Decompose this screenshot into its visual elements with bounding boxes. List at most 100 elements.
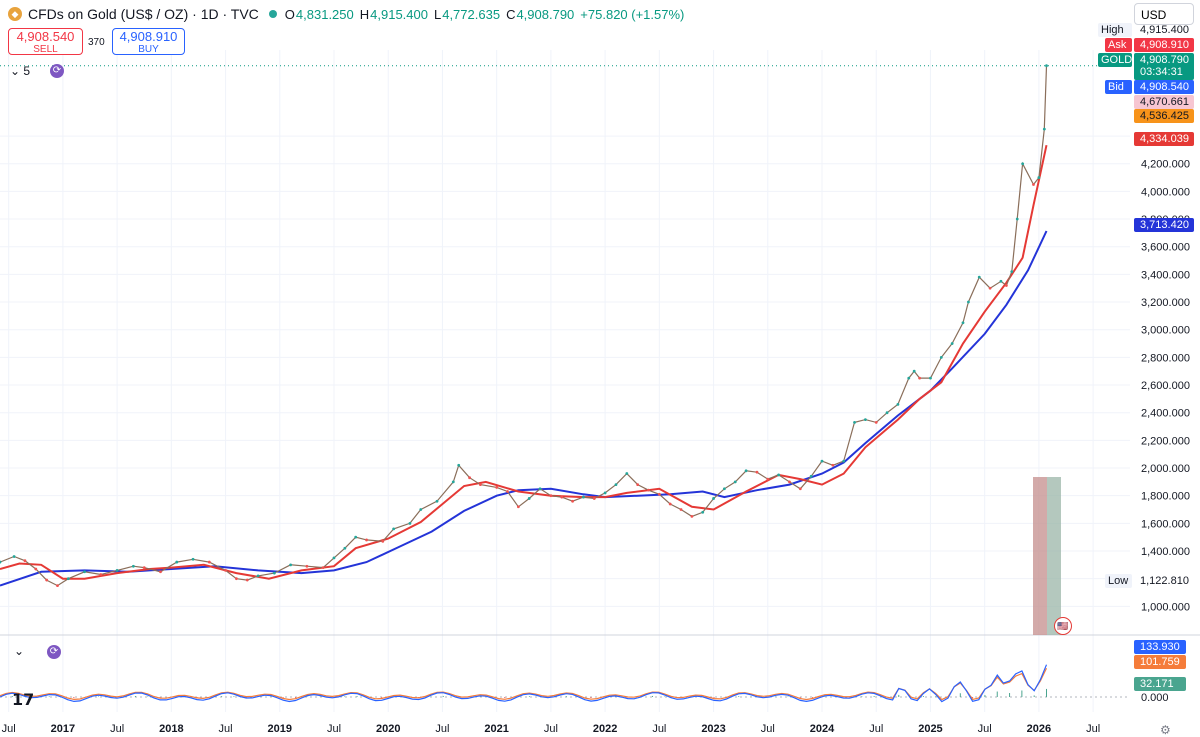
collapse-oscillator-button[interactable]: ⌄	[14, 644, 24, 658]
tradingview-logo-icon: 𝟭𝟳	[12, 692, 35, 709]
x-tick-label: 2017	[51, 723, 75, 735]
y-tick-label: 3,200.000	[1141, 297, 1190, 309]
price-label-box	[1134, 574, 1194, 588]
osc-label-box	[1134, 640, 1186, 654]
price-point	[907, 376, 911, 380]
price-point	[207, 560, 211, 564]
fast-ma-line	[0, 144, 1048, 580]
price-tag-box	[1105, 38, 1132, 52]
price-point	[332, 556, 336, 560]
x-tick-label: Jul	[2, 723, 16, 735]
y-tick-label: 1,000.000	[1141, 601, 1190, 613]
slow-ma-line	[0, 230, 1048, 587]
x-tick-label: 2024	[810, 723, 835, 735]
x-tick-label: 2022	[593, 723, 617, 735]
price-point	[34, 567, 38, 571]
price-point	[381, 539, 385, 543]
price-label-value: 4,334.039	[1140, 133, 1189, 145]
price-point	[191, 557, 195, 561]
price-point	[392, 527, 396, 531]
osc-y-tick-label: 0.000	[1141, 692, 1169, 704]
sell-button[interactable]: 4,908.540 SELL	[8, 28, 83, 55]
x-tick-label: 2020	[376, 723, 400, 735]
price-point	[131, 564, 135, 568]
price-point	[305, 564, 309, 568]
symbol-title[interactable]: CFDs on Gold (US$ / OZ) · 1D · TVC	[28, 6, 259, 22]
price-label-value: 4,908.910	[1140, 39, 1189, 51]
price-tag-label: Low	[1108, 575, 1128, 587]
price-point	[668, 502, 672, 506]
price-point	[1032, 183, 1035, 186]
osc-signal-line	[0, 668, 1048, 701]
price-point	[506, 490, 509, 493]
price-point	[12, 555, 16, 558]
price-point	[766, 477, 770, 481]
price-point	[712, 497, 715, 500]
oscillator-sync-icon[interactable]: ⟳	[47, 645, 61, 659]
price-point	[321, 566, 325, 570]
price-point	[582, 495, 585, 499]
x-tick-label: Jul	[652, 723, 666, 735]
x-tick-label: Jul	[544, 723, 558, 735]
collapse-indicators-button[interactable]: ⌄ 5	[10, 64, 30, 78]
buy-price: 4,908.910	[119, 29, 178, 44]
price-point	[820, 459, 824, 463]
price-point	[788, 480, 791, 484]
price-point	[0, 560, 2, 564]
price-point	[272, 571, 276, 575]
price-point	[142, 566, 146, 570]
x-tick-label: Jul	[110, 723, 124, 735]
y-tick-label: 2,800.000	[1141, 352, 1190, 364]
price-point	[495, 485, 499, 489]
low-value: 4,772.635	[442, 6, 501, 22]
y-tick-label: 4,000.000	[1141, 186, 1190, 198]
price-point	[733, 480, 737, 484]
price-point	[23, 559, 27, 563]
price-point	[1015, 217, 1019, 221]
x-tick-label: 2026	[1027, 723, 1051, 735]
gold-logo-icon: ◆	[8, 7, 22, 21]
price-point	[45, 578, 49, 582]
chevron-down-icon: ⌄	[10, 64, 21, 78]
open-label: O	[284, 6, 295, 22]
price-tag-label: GOLD	[1101, 54, 1132, 66]
price-point	[1045, 64, 1048, 68]
price-point	[690, 515, 694, 518]
price-point	[809, 474, 813, 478]
x-tick-label: 2023	[701, 723, 725, 735]
price-label-value: 1,122.810	[1140, 575, 1189, 587]
price-point	[365, 538, 368, 542]
sell-price: 4,908.540	[16, 29, 75, 44]
osc-label-value: 133.930	[1140, 641, 1180, 653]
price-point	[967, 300, 970, 304]
chevron-down-icon: ⌄	[14, 644, 25, 658]
price-point	[354, 535, 358, 539]
high-label: H	[359, 6, 370, 22]
price-point	[479, 483, 482, 487]
currency-select[interactable]: USD	[1134, 3, 1194, 25]
us-flag-event-icon[interactable]: 🇺🇸	[1054, 617, 1072, 635]
price-point	[777, 473, 781, 477]
price-point	[56, 584, 59, 587]
low-label: L	[433, 6, 442, 22]
change-value: +75.820 (+1.57%)	[580, 6, 685, 22]
price-point	[885, 411, 889, 415]
x-tick-label: Jul	[435, 723, 449, 735]
price-point	[744, 469, 748, 473]
price-point	[679, 508, 683, 511]
price-label-box	[1134, 109, 1194, 123]
price-point	[603, 491, 607, 495]
price-point	[435, 499, 439, 503]
y-tick-label: 4,200.000	[1141, 159, 1190, 171]
price-point	[999, 279, 1003, 283]
settings-gear-icon[interactable]: ⚙	[1160, 723, 1171, 737]
buy-button[interactable]: 4,908.910 BUY	[112, 28, 185, 55]
currency-value: USD	[1141, 8, 1167, 22]
price-point	[256, 574, 260, 578]
close-label: C	[506, 6, 516, 22]
price-point	[66, 577, 70, 581]
sync-icon[interactable]: ⟳	[50, 64, 64, 78]
price-label-box	[1134, 218, 1194, 232]
y-tick-label: 2,600.000	[1141, 380, 1190, 392]
